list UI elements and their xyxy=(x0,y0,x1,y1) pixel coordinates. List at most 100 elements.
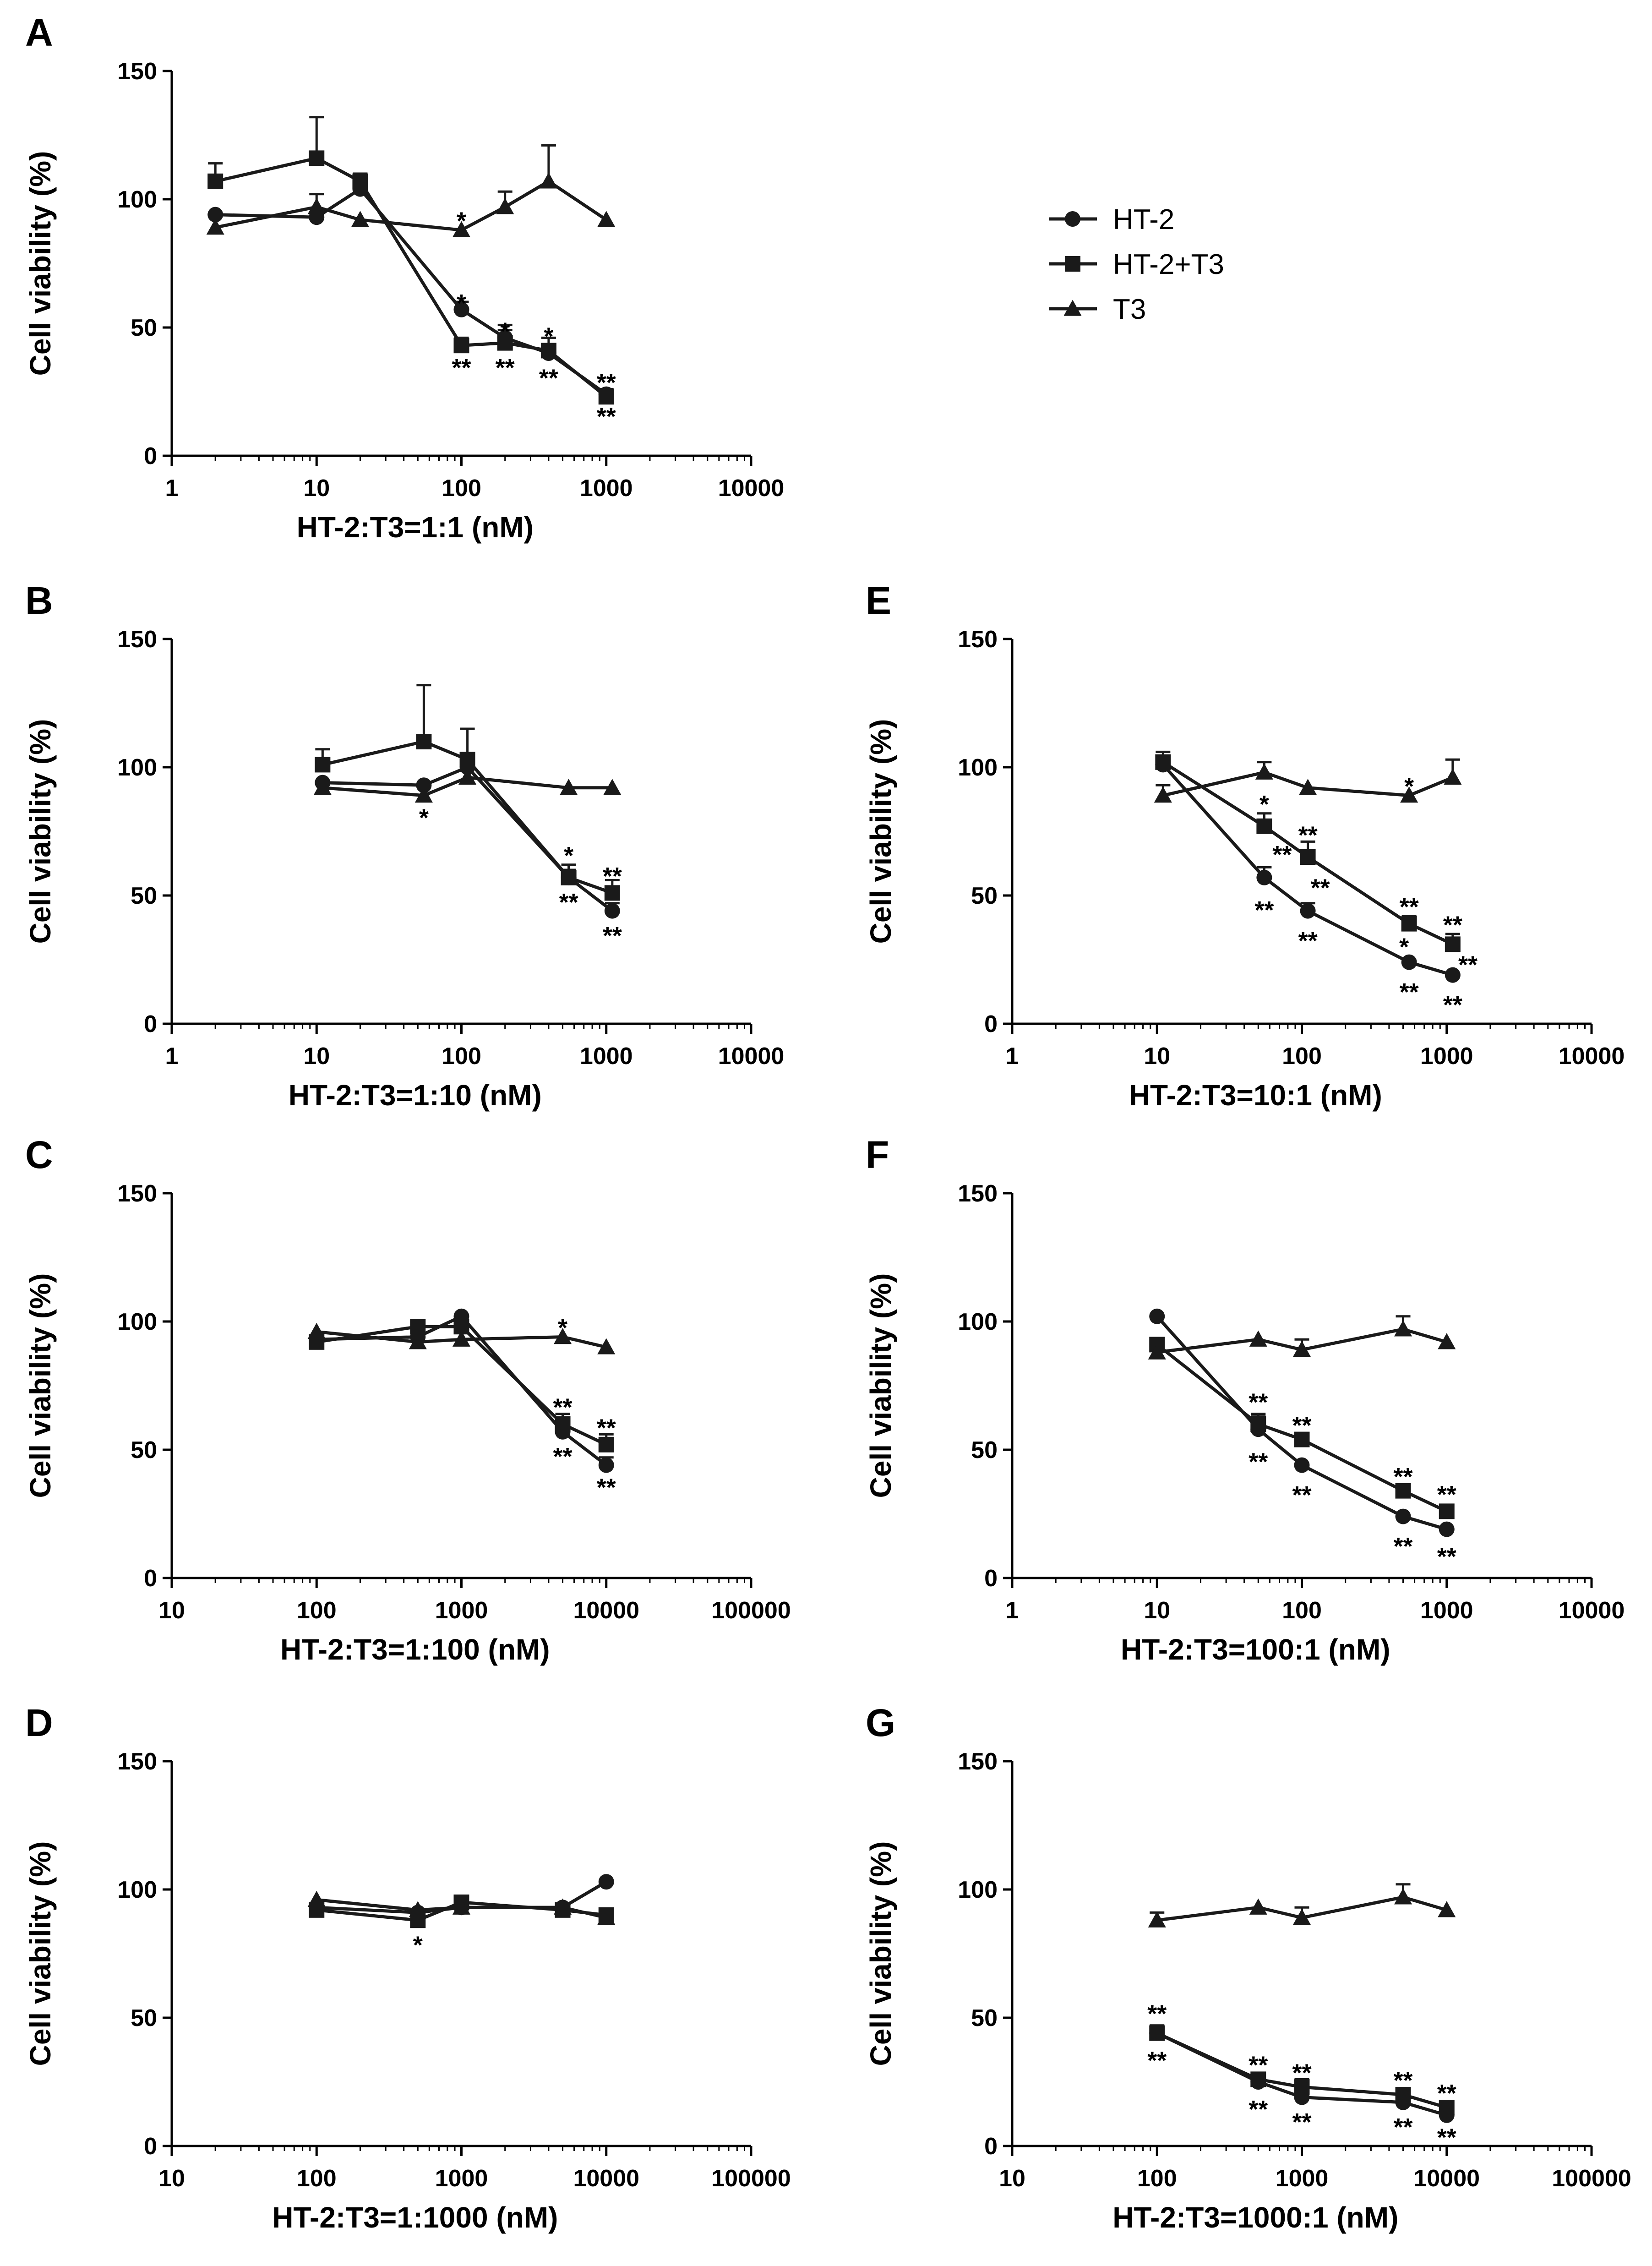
data-point xyxy=(553,1898,572,1915)
y-tick-label: 100 xyxy=(117,754,157,781)
significance-mark: ** xyxy=(553,1394,572,1421)
data-point xyxy=(598,1457,614,1473)
series-t3 xyxy=(307,1322,616,1354)
y-tick-label: 50 xyxy=(971,883,998,909)
x-tick-label: 1000 xyxy=(580,1043,633,1070)
significance-mark: ** xyxy=(452,354,471,382)
y-tick-label: 150 xyxy=(958,1748,998,1775)
y-tick-label: 150 xyxy=(117,1748,157,1775)
data-point xyxy=(497,335,513,351)
data-point xyxy=(1250,1416,1266,1432)
data-point xyxy=(1300,903,1316,919)
data-point xyxy=(410,1319,426,1335)
series-t3 xyxy=(1148,1883,1456,1927)
y-tick-label: 150 xyxy=(117,58,157,85)
x-tick-label: 1000 xyxy=(435,2165,488,2192)
significance-mark: ** xyxy=(1292,2108,1311,2136)
significance-mark: ** xyxy=(1249,1448,1268,1475)
series-t3 xyxy=(307,1890,616,1925)
y-tick-label: 100 xyxy=(958,1877,998,1903)
data-point xyxy=(452,1898,471,1915)
x-tick-label: 1 xyxy=(165,1043,179,1070)
y-axis-label: Cell viability (%) xyxy=(864,1273,897,1498)
x-tick-label: 1000 xyxy=(1420,1597,1473,1624)
x-tick-label: 10000 xyxy=(718,1043,785,1070)
data-point xyxy=(1292,1909,1311,1925)
panel-label: B xyxy=(25,579,53,622)
data-point xyxy=(1439,2100,1455,2115)
series-t3 xyxy=(1154,758,1462,803)
legend-label: HT-2 xyxy=(1113,204,1174,235)
data-point xyxy=(307,1890,326,1907)
y-tick-label: 150 xyxy=(958,626,998,653)
series-t3 xyxy=(313,758,622,803)
significance-mark: ** xyxy=(1437,2124,1456,2151)
legend-marker-circle xyxy=(1065,211,1080,227)
data-point xyxy=(207,207,224,223)
significance-mark: ** xyxy=(1298,927,1318,955)
x-axis-label: HT-2:T3=100:1 (nM) xyxy=(1121,1633,1390,1666)
significance-mark: ** xyxy=(603,922,622,950)
data-point xyxy=(1395,1483,1411,1499)
y-tick-label: 0 xyxy=(144,1565,157,1592)
legend-entry-t3: T3 xyxy=(1049,294,1146,325)
data-point xyxy=(1395,1508,1411,1524)
panel-e: E 0 50 100 150 1 10 100 1000 10000 HT-2:T3=10:1 (n… xyxy=(864,579,1625,1112)
y-tick-label: 100 xyxy=(958,1309,998,1335)
significance-mark: ** xyxy=(559,889,578,916)
data-point xyxy=(604,885,620,901)
panel-label: C xyxy=(25,1133,53,1176)
data-point xyxy=(1439,1521,1455,1537)
significance-mark: ** xyxy=(1147,2000,1167,2028)
data-point xyxy=(1292,1341,1311,1357)
x-tick-label: 10000 xyxy=(573,1597,639,1624)
panel-label: F xyxy=(866,1133,889,1176)
significance-mark: ** xyxy=(1249,2052,1268,2079)
panel-label: E xyxy=(866,579,891,622)
y-tick-label: 100 xyxy=(117,1877,157,1903)
significance-mark: ** xyxy=(1400,893,1419,921)
x-tick-label: 1 xyxy=(1006,1597,1019,1624)
x-tick-label: 10 xyxy=(158,2165,185,2192)
x-tick-label: 100000 xyxy=(1552,2165,1631,2192)
data-point xyxy=(1148,1343,1166,1360)
significance-mark: ** xyxy=(1400,978,1419,1006)
significance-mark: ** xyxy=(597,1474,616,1501)
data-point xyxy=(1438,1901,1456,1917)
significance-mark: ** xyxy=(1443,991,1462,1019)
x-tick-label: 100 xyxy=(1282,1597,1322,1624)
panel-label: A xyxy=(25,11,53,54)
data-point xyxy=(603,779,622,795)
data-point xyxy=(315,757,331,773)
significance-mark: ** xyxy=(1394,2113,1413,2141)
significance-mark: * xyxy=(564,842,573,869)
x-tick-label: 100 xyxy=(442,475,481,502)
data-point xyxy=(307,198,326,214)
data-point xyxy=(351,211,370,227)
data-point xyxy=(1148,1911,1166,1927)
significance-mark: * xyxy=(500,317,510,345)
data-point xyxy=(414,786,433,803)
significance-mark: * xyxy=(558,1314,567,1342)
data-point xyxy=(1149,2025,1165,2041)
data-point xyxy=(452,221,471,237)
significance-mark: ** xyxy=(1249,2096,1268,2123)
data-point xyxy=(1149,1308,1165,1324)
y-tick-label: 50 xyxy=(131,1437,157,1463)
legend-marker-triangle xyxy=(1063,300,1082,316)
data-point xyxy=(1249,1898,1267,1915)
significance-mark: ** xyxy=(1292,2059,1311,2086)
data-point xyxy=(1395,2087,1411,2102)
x-tick-label: 100 xyxy=(442,1043,481,1070)
y-tick-label: 50 xyxy=(131,315,157,341)
data-point xyxy=(1256,818,1272,834)
y-tick-label: 50 xyxy=(971,2005,998,2031)
x-tick-label: 10 xyxy=(1144,1597,1170,1624)
data-point xyxy=(1445,936,1461,952)
data-point xyxy=(1401,954,1417,970)
panel-label: G xyxy=(866,1701,895,1744)
x-tick-label: 10000 xyxy=(1559,1043,1625,1070)
legend: HT-2 HT-2+T3 T3 xyxy=(1049,204,1224,325)
y-tick-label: 0 xyxy=(984,1011,998,1037)
